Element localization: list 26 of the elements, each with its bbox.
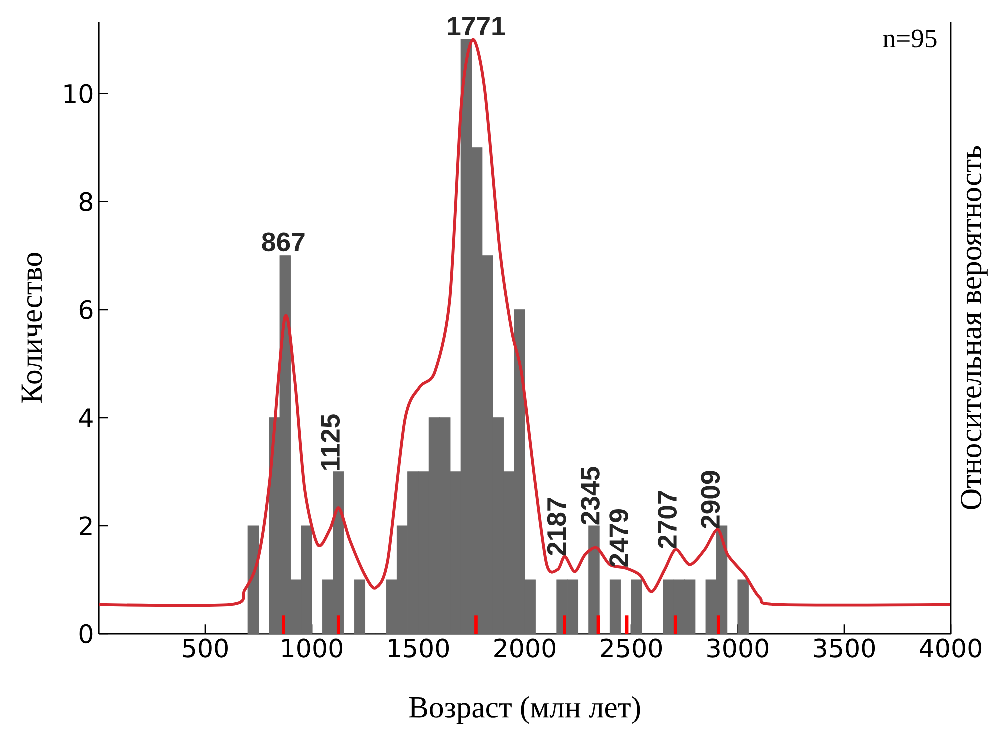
x-tick-label: 1000: [282, 638, 343, 658]
annotation: 2707: [658, 491, 678, 549]
y-tick-label: 0: [80, 624, 93, 644]
annotation: 1125: [321, 414, 340, 470]
x-tick-label: 4000: [920, 638, 982, 658]
x-tick-label: 3500: [814, 638, 876, 658]
annotation: 2909: [701, 471, 720, 529]
x-tick-label: 3000: [708, 638, 769, 658]
x-tick-label: 2500: [601, 638, 662, 658]
y-axis-title: Количество: [22, 253, 42, 404]
y-tick-label: 10: [64, 84, 93, 104]
annotation: 2345: [581, 467, 600, 525]
y-tick-label: 8: [80, 192, 93, 212]
x-tick-label: 500: [183, 638, 228, 658]
annotation: 2479: [610, 510, 628, 567]
y-tick-label: 2: [80, 516, 92, 536]
annotation: 2187: [547, 498, 566, 556]
x-tick-label: 1500: [389, 638, 450, 658]
annotation: 1771: [448, 17, 506, 36]
y-tick-label: 4: [79, 408, 93, 428]
y-tick-label: 6: [80, 300, 93, 320]
annotation: n=95: [883, 30, 937, 48]
annotation: 867: [262, 232, 305, 252]
x-tick-label: 2000: [494, 638, 556, 658]
x-axis-title: Возраст (млн лет): [409, 696, 640, 724]
y2-axis-title: Относительная вероятность: [961, 146, 988, 510]
